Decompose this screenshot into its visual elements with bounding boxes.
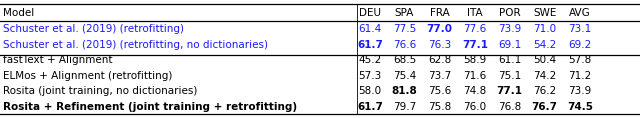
Text: 61.1: 61.1	[498, 55, 521, 65]
Text: DEU: DEU	[359, 8, 381, 18]
Text: 75.1: 75.1	[498, 71, 521, 81]
Text: 61.7: 61.7	[357, 102, 383, 112]
Text: 77.5: 77.5	[393, 24, 416, 34]
Text: ELMos + Alignment (retrofitting): ELMos + Alignment (retrofitting)	[3, 71, 173, 81]
Text: 62.8: 62.8	[428, 55, 451, 65]
Text: 71.6: 71.6	[463, 71, 486, 81]
Text: 76.8: 76.8	[498, 102, 521, 112]
Text: 68.5: 68.5	[393, 55, 416, 65]
Text: Schuster et al. (2019) (retrofitting, no dictionaries): Schuster et al. (2019) (retrofitting, no…	[3, 40, 268, 50]
Text: 50.4: 50.4	[533, 55, 556, 65]
Text: FRA: FRA	[430, 8, 449, 18]
Text: 77.1: 77.1	[462, 40, 488, 50]
Text: Model: Model	[3, 8, 35, 18]
Text: 77.1: 77.1	[497, 86, 522, 96]
Text: 57.8: 57.8	[568, 55, 591, 65]
Text: 73.9: 73.9	[498, 24, 521, 34]
Text: Schuster et al. (2019) (retrofitting): Schuster et al. (2019) (retrofitting)	[3, 24, 184, 34]
Text: 81.8: 81.8	[392, 86, 417, 96]
Text: 76.2: 76.2	[533, 86, 556, 96]
Text: 69.2: 69.2	[568, 40, 591, 50]
Text: 73.1: 73.1	[568, 24, 591, 34]
Text: 77.6: 77.6	[463, 24, 486, 34]
Text: SWE: SWE	[533, 8, 556, 18]
Text: 76.0: 76.0	[463, 102, 486, 112]
Text: 75.4: 75.4	[393, 71, 416, 81]
Text: ITA: ITA	[467, 8, 483, 18]
Text: 73.7: 73.7	[428, 71, 451, 81]
Text: 75.6: 75.6	[428, 86, 451, 96]
Text: 58.0: 58.0	[358, 86, 381, 96]
Text: 58.9: 58.9	[463, 55, 486, 65]
Text: AVG: AVG	[569, 8, 591, 18]
Text: 73.9: 73.9	[568, 86, 591, 96]
Text: 69.1: 69.1	[498, 40, 521, 50]
Text: 76.3: 76.3	[428, 40, 451, 50]
Text: POR: POR	[499, 8, 520, 18]
Text: fastText + Alignment: fastText + Alignment	[3, 55, 113, 65]
Text: 45.2: 45.2	[358, 55, 381, 65]
Text: Rosita (joint training, no dictionaries): Rosita (joint training, no dictionaries)	[3, 86, 198, 96]
Text: 54.2: 54.2	[533, 40, 556, 50]
Text: 79.7: 79.7	[393, 102, 416, 112]
Text: 74.8: 74.8	[463, 86, 486, 96]
Text: 71.0: 71.0	[533, 24, 556, 34]
Text: Rosita + Refinement (joint training + retrofitting): Rosita + Refinement (joint training + re…	[3, 102, 298, 112]
Text: 76.7: 76.7	[532, 102, 557, 112]
Text: 71.2: 71.2	[568, 71, 591, 81]
Text: 61.4: 61.4	[358, 24, 381, 34]
Text: 74.2: 74.2	[533, 71, 556, 81]
Text: 76.6: 76.6	[393, 40, 416, 50]
Text: 57.3: 57.3	[358, 71, 381, 81]
Text: 77.0: 77.0	[427, 24, 452, 34]
Text: 61.7: 61.7	[357, 40, 383, 50]
Text: SPA: SPA	[395, 8, 414, 18]
Text: 74.5: 74.5	[567, 102, 593, 112]
Text: 75.8: 75.8	[428, 102, 451, 112]
